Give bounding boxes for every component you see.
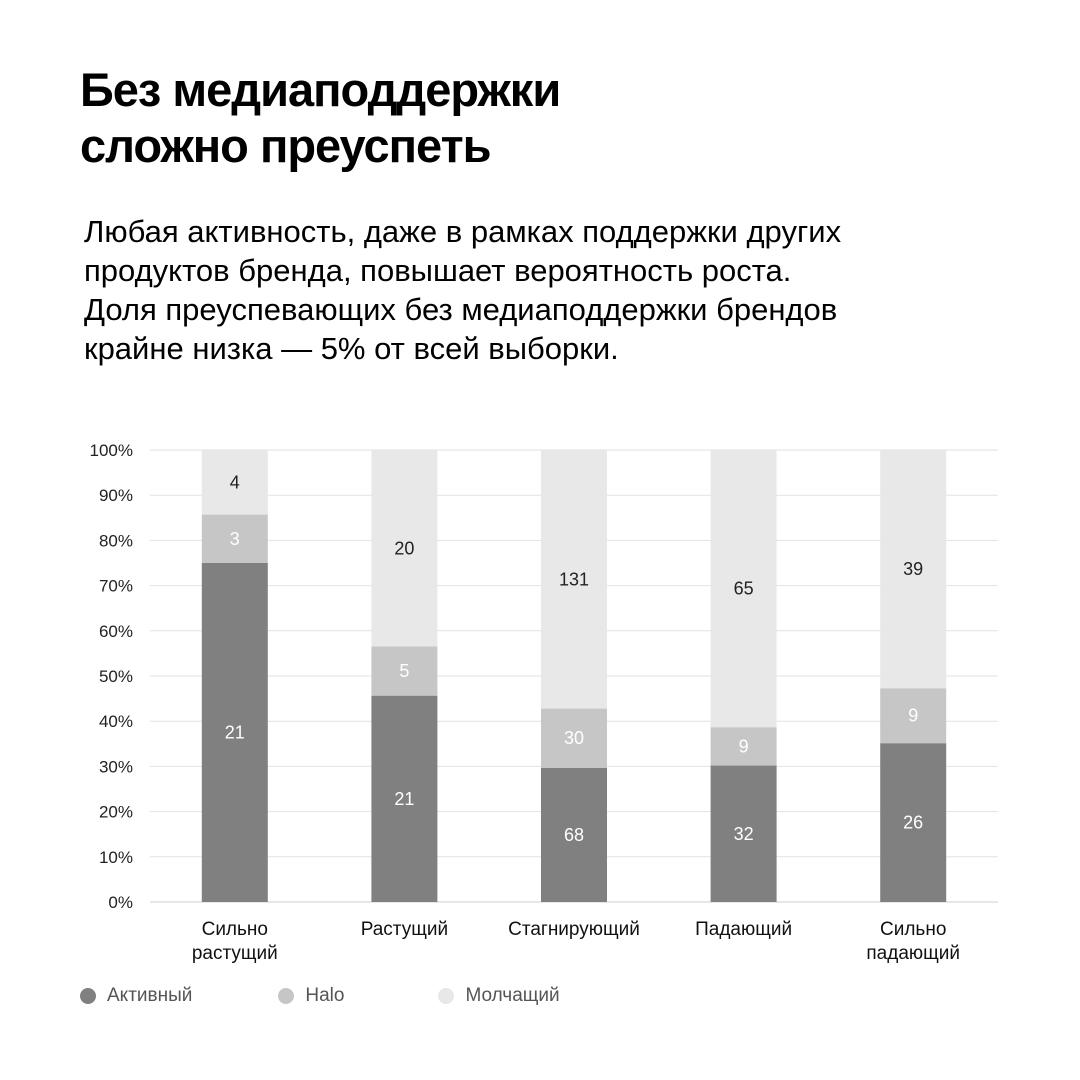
chart-data-labels: 21 3 4 21 5 20 68 30 131 32 9 65 26 9 39	[225, 472, 923, 845]
data-label: 9	[739, 736, 749, 756]
y-tick-label: 0%	[108, 893, 133, 912]
legend-item: Активный	[80, 985, 192, 1007]
y-tick-label: 20%	[99, 803, 133, 822]
legend-label: Halo	[305, 985, 345, 1006]
data-label: 21	[225, 723, 245, 743]
bar-segment	[201, 450, 268, 515]
y-tick-label: 10%	[99, 848, 133, 867]
bar-segment	[371, 695, 438, 902]
bar-segment	[541, 708, 607, 768]
legend-swatch	[278, 988, 295, 1004]
legend-item: Молчащий	[438, 985, 560, 1007]
y-tick-label: 90%	[99, 486, 133, 505]
bar-segment	[541, 450, 607, 709]
data-label: 3	[230, 529, 240, 549]
x-tick-label: Сильно	[880, 919, 946, 940]
subtitle-line-3: Доля преуспевающих без медиаподдержки бр…	[84, 292, 838, 327]
data-label: 26	[903, 813, 923, 833]
chart-bars	[201, 450, 947, 902]
legend-label: Молчащий	[465, 985, 560, 1006]
bar-segment	[371, 450, 438, 647]
data-label: 32	[734, 824, 754, 844]
data-label: 20	[394, 538, 414, 558]
y-tick-label: 80%	[99, 531, 133, 550]
y-tick-label: 70%	[99, 577, 133, 596]
y-tick-label: 60%	[99, 622, 133, 641]
chart-legend: Активный Halo Молчащий	[80, 984, 560, 1008]
legend-swatch	[438, 988, 455, 1004]
bar-segment	[201, 514, 268, 563]
data-label: 5	[399, 661, 409, 681]
subtitle-line-2: продуктов бренда, повышает вероятность р…	[84, 253, 792, 288]
data-label: 4	[230, 472, 240, 492]
page-title: Без медиаподдержки сложно преуспеть	[80, 62, 980, 174]
y-tick-label: 50%	[99, 667, 133, 686]
data-label: 9	[908, 706, 918, 726]
bar-segment	[880, 743, 947, 902]
title-line-1: Без медиаподдержки	[80, 63, 561, 116]
bar-segment	[710, 765, 777, 902]
legend-swatch	[80, 988, 96, 1004]
stacked-bar-chart: 0%10%20%30%40%50%60%70%80%90%100% 213421…	[90, 441, 998, 964]
data-label: 39	[903, 559, 923, 579]
bar-segment	[880, 450, 947, 689]
subtitle-line-4: крайне низка — 5% от всей выборки.	[84, 331, 619, 366]
x-axis-ticks: Сильно растущий Растущий Стагнирующий Падающ…	[192, 919, 960, 964]
legend-label: Активный	[107, 985, 193, 1006]
bar-segment	[371, 646, 438, 696]
x-tick-label: падающий	[866, 943, 960, 964]
y-tick-label: 30%	[99, 757, 133, 776]
bar-segment	[880, 688, 947, 744]
data-label: 65	[734, 579, 754, 599]
bar-segment	[710, 727, 777, 766]
data-label: 68	[564, 825, 584, 845]
x-tick-label: растущий	[192, 943, 278, 964]
bar-segment	[710, 450, 777, 728]
data-label: 21	[394, 789, 414, 809]
y-tick-label: 100%	[90, 441, 133, 460]
y-tick-label: 40%	[99, 712, 133, 731]
legend-item: Halo	[278, 985, 344, 1007]
page-subtitle: Любая активность, даже в рамках поддержк…	[84, 212, 1024, 368]
y-axis-ticks: 0% 10% 20% 30% 40% 50% 60% 70% 80% 90% 100%	[90, 441, 133, 912]
title-line-2: сложно преуспеть	[80, 119, 492, 172]
data-label: 30	[564, 728, 584, 748]
x-tick-label: Сильно	[202, 919, 268, 940]
x-tick-label: Стагнирующий	[508, 919, 640, 940]
bar-segment	[201, 563, 268, 902]
x-tick-label: Падающий	[695, 919, 792, 940]
x-tick-label: Растущий	[361, 919, 448, 940]
subtitle-line-1: Любая активность, даже в рамках поддержк…	[84, 214, 842, 249]
bar-segment	[541, 767, 607, 902]
data-label: 131	[559, 569, 589, 589]
